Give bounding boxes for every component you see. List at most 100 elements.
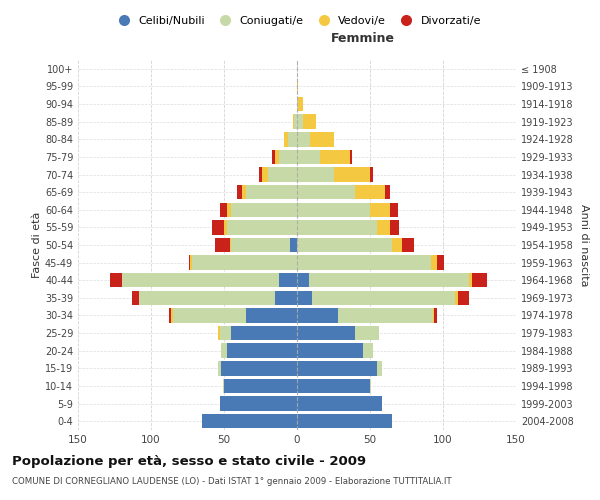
Bar — [172, 308, 173, 322]
Bar — [202, 414, 297, 428]
Bar — [110, 273, 122, 287]
Bar — [227, 220, 297, 234]
Bar — [320, 150, 350, 164]
Bar — [308, 273, 469, 287]
Bar — [215, 238, 230, 252]
Bar — [297, 150, 320, 164]
Bar — [232, 326, 297, 340]
Bar — [310, 132, 334, 146]
Bar — [297, 273, 308, 287]
Bar — [370, 168, 373, 181]
Bar — [434, 308, 437, 322]
Bar — [190, 256, 192, 270]
Bar — [311, 290, 455, 305]
Bar — [297, 344, 363, 358]
Bar — [370, 378, 371, 393]
Bar — [230, 238, 232, 252]
Bar — [232, 238, 290, 252]
Bar — [377, 361, 382, 376]
Bar — [297, 414, 392, 428]
Text: Popolazione per età, sesso e stato civile - 2009: Popolazione per età, sesso e stato civil… — [12, 455, 366, 468]
Bar — [288, 132, 297, 146]
Bar — [224, 220, 227, 234]
Bar — [218, 361, 221, 376]
Bar — [290, 238, 297, 252]
Bar — [355, 185, 385, 200]
Bar — [223, 378, 224, 393]
Bar — [224, 378, 297, 393]
Y-axis label: Fasce di età: Fasce di età — [32, 212, 42, 278]
Bar — [218, 326, 220, 340]
Bar — [391, 202, 398, 217]
Bar — [297, 256, 431, 270]
Bar — [173, 308, 246, 322]
Bar — [297, 378, 370, 393]
Bar — [297, 132, 310, 146]
Bar — [220, 396, 297, 411]
Bar — [350, 150, 352, 164]
Bar — [280, 273, 297, 287]
Text: COMUNE DI CORNEGLIANO LAUDENSE (LO) - Dati ISTAT 1° gennaio 2009 - Elaborazione : COMUNE DI CORNEGLIANO LAUDENSE (LO) - Da… — [12, 478, 452, 486]
Bar — [268, 168, 297, 181]
Bar — [392, 238, 402, 252]
Legend: Celibi/Nubili, Coniugati/e, Vedovi/e, Divorzati/e: Celibi/Nubili, Coniugati/e, Vedovi/e, Di… — [109, 12, 485, 30]
Bar — [139, 290, 275, 305]
Bar — [297, 97, 298, 112]
Bar — [262, 168, 268, 181]
Bar — [221, 361, 297, 376]
Bar — [455, 290, 458, 305]
Bar — [220, 202, 227, 217]
Bar — [294, 114, 297, 129]
Bar — [220, 326, 232, 340]
Bar — [272, 150, 275, 164]
Bar — [132, 290, 139, 305]
Bar — [189, 256, 190, 270]
Bar — [297, 168, 334, 181]
Bar — [433, 308, 434, 322]
Bar — [338, 308, 433, 322]
Bar — [297, 290, 311, 305]
Bar — [242, 185, 246, 200]
Bar — [293, 114, 294, 129]
Bar — [232, 202, 297, 217]
Text: Femmine: Femmine — [331, 32, 395, 45]
Bar — [280, 150, 297, 164]
Bar — [391, 220, 399, 234]
Bar — [297, 326, 355, 340]
Bar — [385, 185, 391, 200]
Bar — [469, 273, 472, 287]
Bar — [192, 256, 297, 270]
Bar — [298, 97, 303, 112]
Bar — [297, 396, 382, 411]
Bar — [297, 308, 338, 322]
Bar — [297, 202, 370, 217]
Bar — [246, 308, 297, 322]
Bar — [458, 290, 469, 305]
Bar — [472, 273, 487, 287]
Bar — [297, 185, 355, 200]
Bar — [275, 150, 280, 164]
Bar — [355, 326, 379, 340]
Bar — [221, 344, 227, 358]
Bar — [246, 185, 297, 200]
Bar — [227, 202, 232, 217]
Bar — [402, 238, 414, 252]
Bar — [275, 290, 297, 305]
Bar — [297, 361, 377, 376]
Bar — [297, 114, 303, 129]
Bar — [334, 168, 370, 181]
Bar — [431, 256, 437, 270]
Bar — [237, 185, 242, 200]
Bar — [297, 238, 392, 252]
Bar — [377, 220, 391, 234]
Bar — [297, 79, 298, 94]
Bar — [297, 220, 377, 234]
Bar — [437, 256, 445, 270]
Bar — [169, 308, 172, 322]
Bar — [259, 168, 262, 181]
Bar — [284, 132, 288, 146]
Bar — [227, 344, 297, 358]
Bar — [212, 220, 224, 234]
Bar — [370, 202, 391, 217]
Bar — [363, 344, 373, 358]
